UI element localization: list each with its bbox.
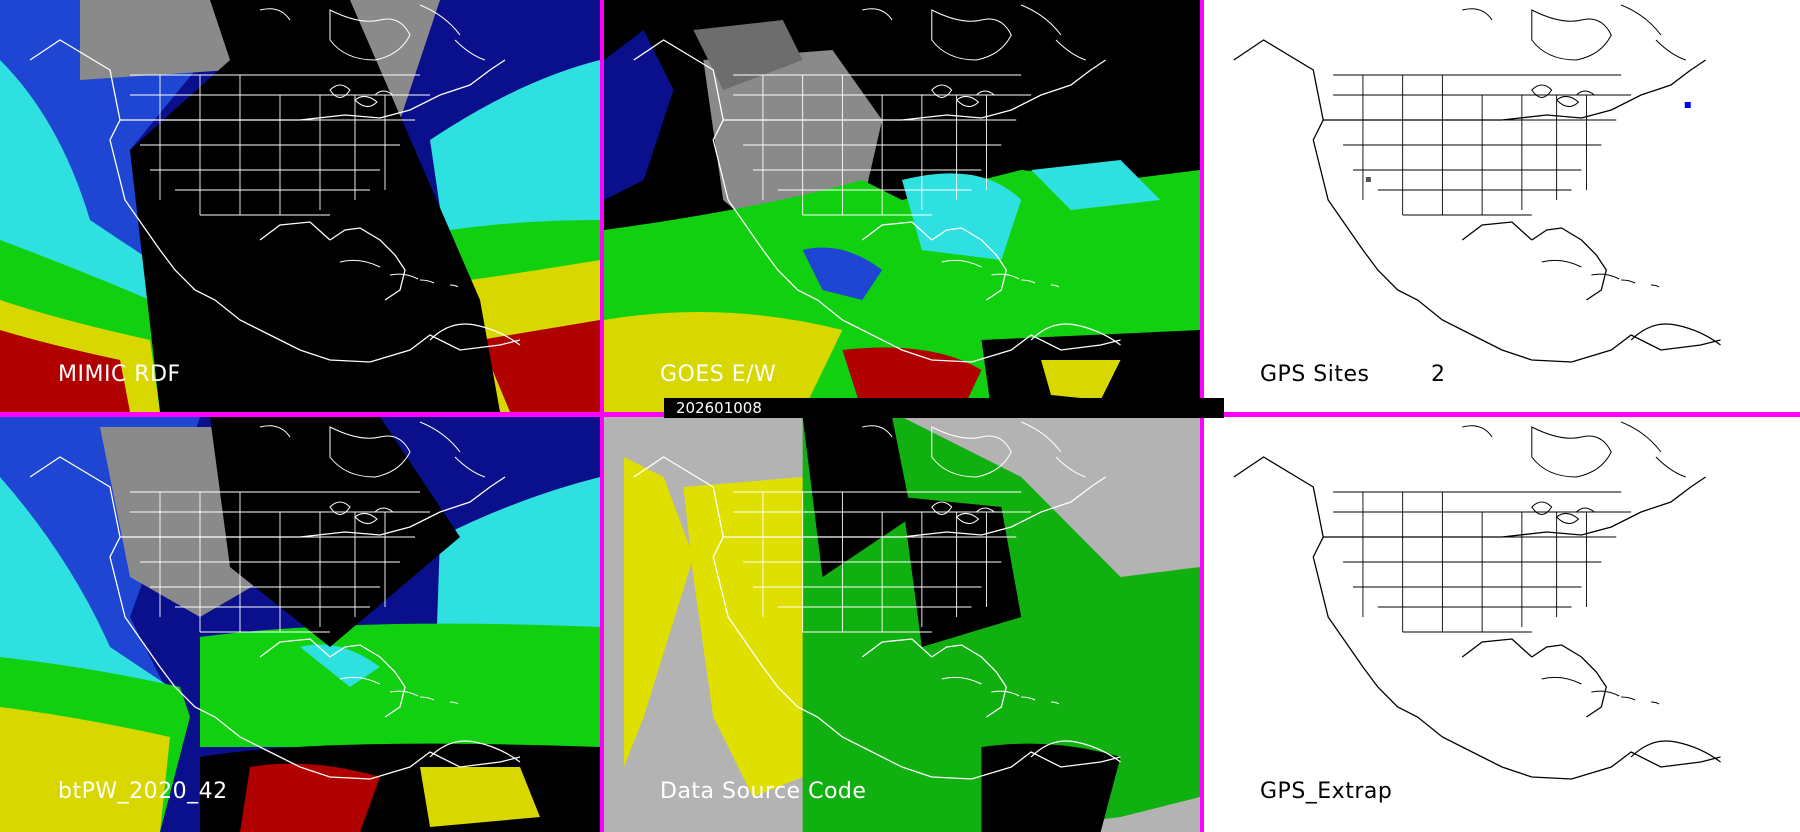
gps-site-marker [1365,177,1371,182]
panel-label: Data Source Code [660,779,867,804]
panel-label: MIMIC RDF [58,362,181,387]
panel-label: GOES E/W [660,362,777,387]
panel-gps-sites: GPS Sites 2 [1204,0,1800,412]
panel-label: GPS_Extrap [1260,779,1393,804]
panel-goes-ew: GOES E/W [604,0,1200,412]
mimic-rdf-map [0,0,600,412]
panel-label: GPS Sites [1260,362,1370,387]
vertical-divider [600,0,604,832]
panel-data-source-code: Data Source Code [604,417,1200,832]
panel-btpw: btPW_2020_42 [0,417,600,832]
goes-ew-map [604,0,1200,412]
btpw-map [0,417,600,832]
data-source-map [604,417,1200,832]
panel-mimic-rdf: MIMIC RDF [0,0,600,412]
gps-site-marker [1684,102,1691,108]
gps-sites-map [1204,0,1800,412]
date-bar: 202601008 [664,398,1224,418]
panel-label: btPW_2020_42 [58,779,228,804]
gps-site-count: 2 [1431,362,1446,387]
gps-extrap-map [1204,417,1800,832]
panel-gps-extrap: GPS_Extrap [1204,417,1800,832]
